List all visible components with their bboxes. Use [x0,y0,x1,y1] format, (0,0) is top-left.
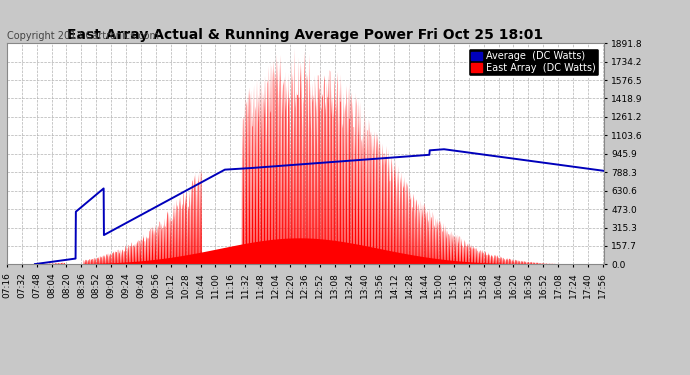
Title: East Array Actual & Running Average Power Fri Oct 25 18:01: East Array Actual & Running Average Powe… [67,28,544,42]
Legend: Average  (DC Watts), East Array  (DC Watts): Average (DC Watts), East Array (DC Watts… [468,48,599,76]
Text: Copyright 2013 Cartronics.com: Copyright 2013 Cartronics.com [7,32,159,41]
